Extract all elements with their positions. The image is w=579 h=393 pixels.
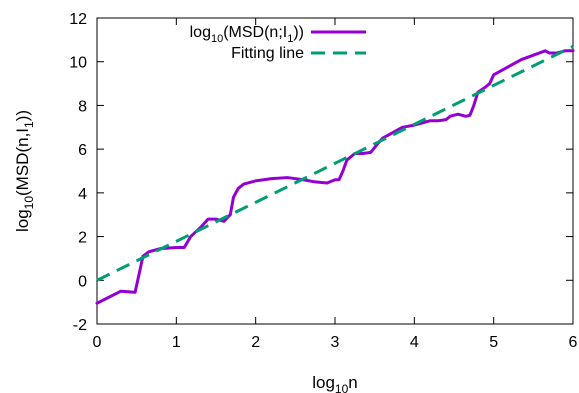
y-tick-label: 10	[69, 55, 87, 72]
x-axis-label: log10n	[312, 373, 358, 393]
series-layer	[95, 45, 575, 305]
x-tick-label: 2	[251, 334, 260, 351]
series-msd-line	[95, 49, 575, 305]
legend: log10(MSD(n;I1)) Fitting line	[190, 24, 366, 62]
x-tick-label: 3	[331, 334, 340, 351]
y-tick-label: 4	[78, 186, 87, 203]
series-fitting-line	[96, 45, 574, 282]
x-tick-label: 1	[172, 334, 181, 351]
y-axis-label: log10(MSD(n,I1))	[13, 110, 36, 232]
y-tick-label: -2	[73, 317, 87, 334]
axis-ticks	[96, 17, 574, 325]
y-tick-label: 0	[78, 273, 87, 290]
y-tick-label: 2	[78, 230, 87, 247]
x-tick-label: 4	[410, 334, 419, 351]
x-tick-label: 0	[93, 334, 102, 351]
y-tick-label: 8	[78, 98, 87, 115]
legend-entry-msd-label: log10(MSD(n;I1))	[190, 24, 304, 45]
plot-frame	[96, 17, 574, 325]
y-tick-label: 12	[69, 11, 87, 28]
x-tick-label: 5	[489, 334, 498, 351]
x-tick-label: 6	[569, 334, 578, 351]
legend-entry-fitting-label: Fitting line	[231, 45, 304, 62]
plot-border	[96, 17, 574, 325]
y-tick-label: 6	[78, 142, 87, 159]
